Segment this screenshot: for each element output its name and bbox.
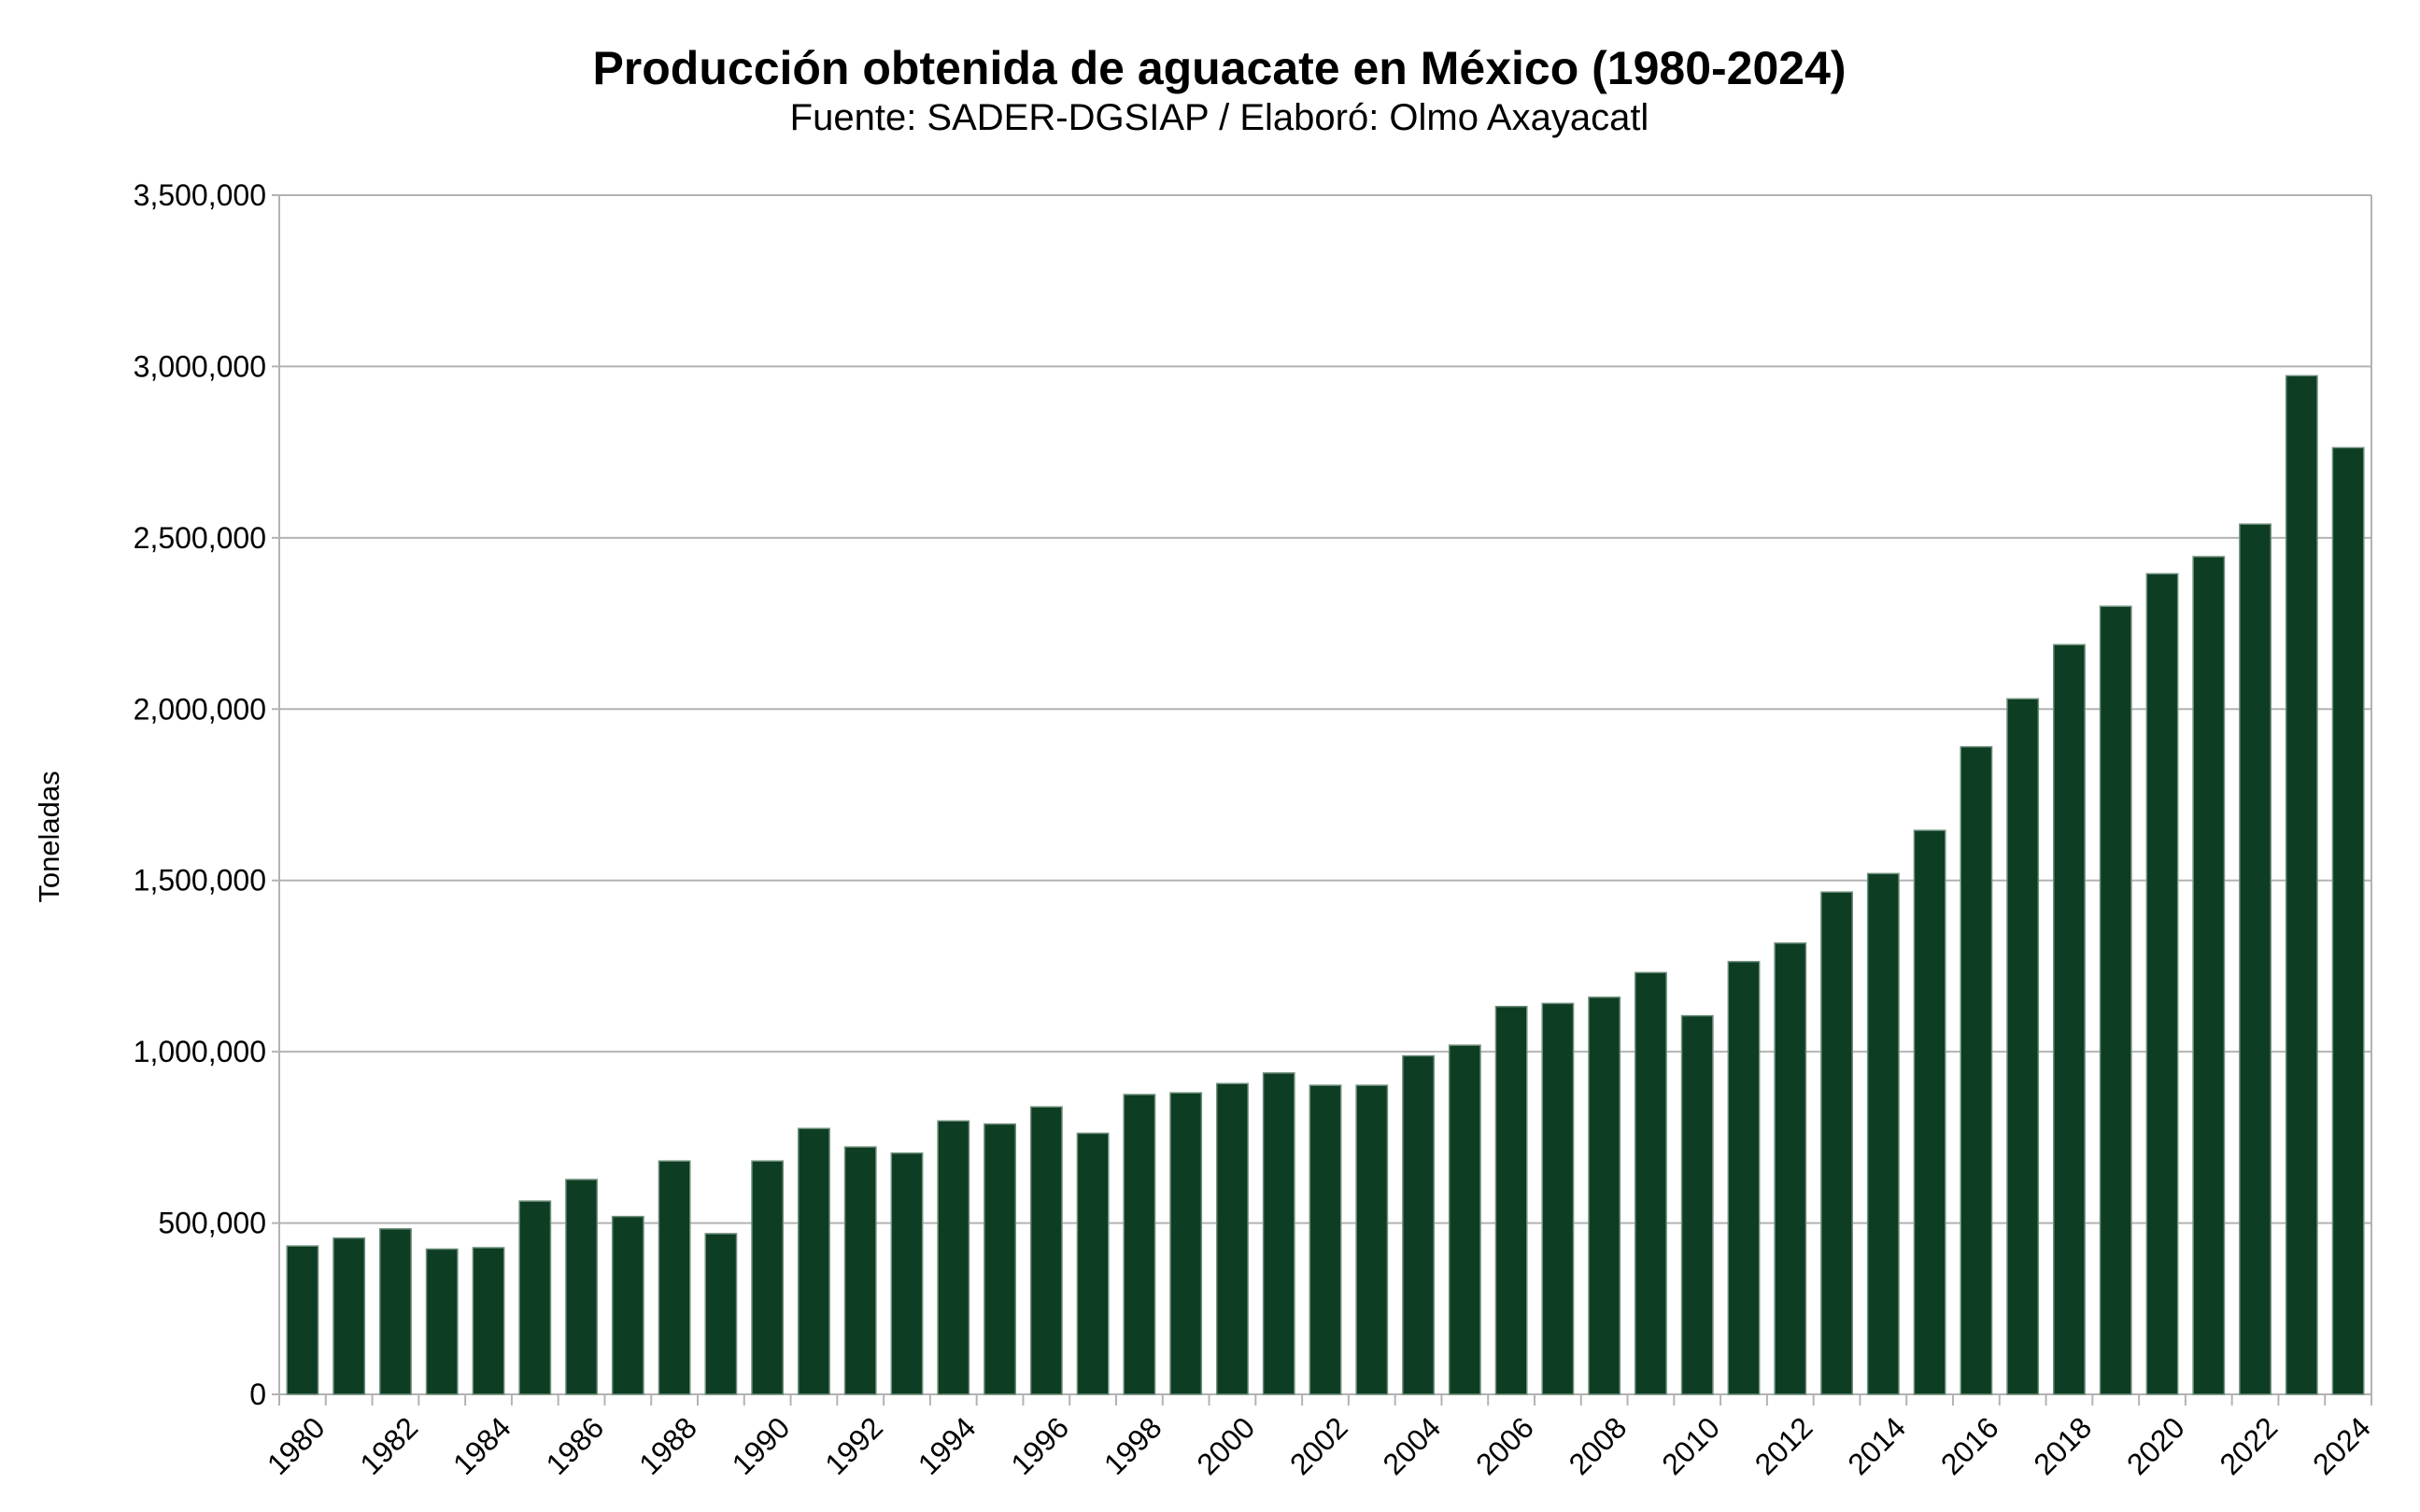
x-tick-label: 1996 [1004, 1410, 1075, 1481]
x-tick-label: 2000 [1190, 1410, 1261, 1481]
bar-2011 [1727, 960, 1761, 1395]
bar-1984 [472, 1247, 505, 1395]
bar-1983 [425, 1248, 459, 1395]
bar-1998 [1123, 1094, 1156, 1395]
y-tick-label: 3,500,000 [134, 178, 266, 212]
bar-2009 [1635, 971, 1667, 1395]
bar-2018 [2053, 643, 2086, 1395]
x-tick-label: 2022 [2214, 1410, 2285, 1481]
bar-1994 [937, 1120, 970, 1395]
bar-1996 [1029, 1106, 1063, 1395]
y-tick-label: 3,000,000 [134, 349, 266, 383]
bar-2021 [2192, 556, 2226, 1395]
x-tick-label: 2004 [1377, 1410, 1448, 1481]
bar-2014 [1866, 872, 1900, 1395]
bar-2024 [2331, 446, 2365, 1395]
x-tick-label: 1998 [1097, 1410, 1168, 1481]
bar-2003 [1355, 1084, 1389, 1395]
x-tick-label: 1988 [632, 1410, 703, 1481]
bar-2004 [1402, 1054, 1435, 1395]
bar-1991 [798, 1127, 830, 1395]
bar-2017 [2006, 698, 2040, 1395]
x-tick-label: 2016 [1934, 1410, 2005, 1481]
x-tick-label: 2014 [1841, 1410, 1912, 1481]
chart-subtitle: Fuente: SADER-DGSIAP / Elaboró: Olmo Axa… [789, 97, 1649, 138]
bar-2010 [1680, 1014, 1714, 1395]
bar-1999 [1169, 1092, 1203, 1395]
y-tick-label: 1,500,000 [134, 864, 266, 897]
x-tick-label: 1986 [540, 1410, 611, 1481]
bar-2016 [1960, 745, 1993, 1395]
x-tick-label: 2002 [1283, 1410, 1354, 1481]
bar-2012 [1774, 942, 1807, 1395]
bar-1992 [843, 1146, 877, 1395]
bar-1982 [379, 1228, 412, 1395]
bar-1993 [890, 1152, 924, 1395]
bar-2022 [2239, 523, 2271, 1395]
bar-2006 [1494, 1005, 1528, 1395]
bar-2008 [1588, 996, 1621, 1395]
y-tick-label: 500,000 [158, 1207, 266, 1240]
bar-1980 [286, 1245, 319, 1395]
y-tick-label: 0 [249, 1378, 266, 1411]
x-tick-label: 1990 [726, 1410, 797, 1481]
x-tick-label: 2012 [1748, 1410, 1819, 1481]
y-tick-label: 1,000,000 [134, 1035, 266, 1068]
bar-2015 [1913, 829, 1946, 1395]
x-tick-label: 1994 [912, 1410, 983, 1481]
bar-2005 [1448, 1044, 1481, 1395]
bar-1995 [984, 1123, 1016, 1395]
bar-2019 [2099, 605, 2132, 1395]
x-tick-label: 2018 [2027, 1410, 2098, 1481]
x-tick-label: 1980 [261, 1410, 332, 1481]
bar-1987 [611, 1215, 644, 1395]
bar-1997 [1076, 1132, 1110, 1395]
bar-1990 [751, 1160, 785, 1395]
y-tick-label: 2,000,000 [134, 692, 266, 726]
bar-2000 [1216, 1082, 1249, 1395]
bar-2020 [2145, 572, 2179, 1395]
bar-1988 [658, 1160, 691, 1395]
x-tick-label: 2008 [1563, 1410, 1634, 1481]
x-tick-label: 2006 [1469, 1410, 1540, 1481]
y-tick-label: 2,500,000 [134, 521, 266, 555]
bar-2001 [1262, 1072, 1295, 1395]
chart-title: Producción obtenida de aguacate en Méxic… [592, 42, 1847, 94]
x-tick-label: 1982 [353, 1410, 424, 1481]
bar-2007 [1541, 1002, 1575, 1395]
x-tick-label: 2010 [1655, 1410, 1726, 1481]
bar-2013 [1820, 891, 1853, 1395]
x-tick-label: 1992 [818, 1410, 889, 1481]
x-tick-label: 2024 [2306, 1410, 2377, 1481]
bar-2002 [1309, 1084, 1342, 1395]
bar-1989 [704, 1233, 738, 1395]
x-tick-label: 1984 [446, 1410, 517, 1481]
bar-2023 [2285, 374, 2318, 1395]
bar-1986 [565, 1179, 598, 1395]
bar-1981 [333, 1236, 366, 1395]
x-tick-label: 2020 [2120, 1410, 2191, 1481]
bar-1985 [518, 1200, 552, 1395]
